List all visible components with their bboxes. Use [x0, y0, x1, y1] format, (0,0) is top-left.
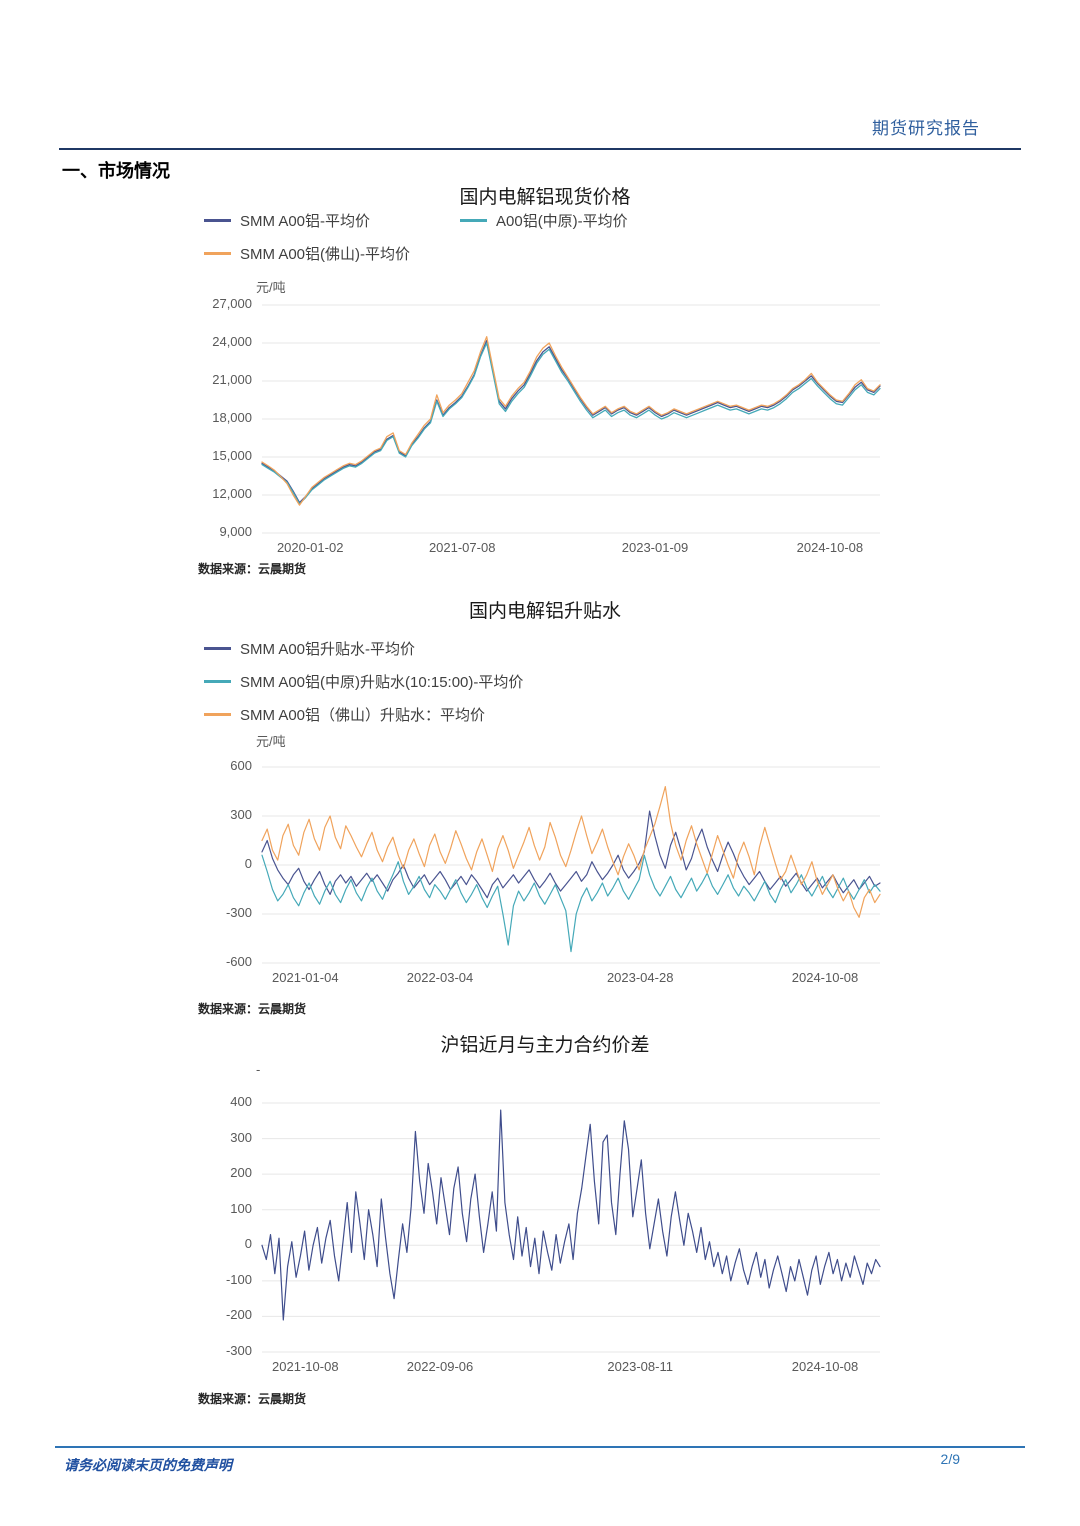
chart-line-series — [261, 854, 881, 953]
y-tick-label: 18,000 — [212, 410, 252, 425]
chart-line-series — [261, 336, 881, 506]
y-tick-label: 100 — [230, 1200, 252, 1216]
y-tick-label: 24,000 — [212, 334, 252, 349]
legend-item: SMM A00铝（佛山）升贴水：平均价 — [204, 704, 485, 725]
chart1-title: 国内电解铝现货价格 — [459, 187, 631, 208]
y-tick-label: -600 — [225, 954, 252, 969]
contract-spread-chart: 400 300 200 100 0 -100 -200 -300 2021-10-08 2022-… — [226, 1094, 881, 1374]
y-tick-label: 15,000 — [212, 448, 252, 463]
spot-price-chart: 27,000 24,000 21,000 18,000 15,000 12,000 9,00… — [212, 296, 881, 555]
y-tick-label: 200 — [230, 1165, 252, 1181]
header-divider — [59, 148, 1021, 150]
x-tick-label: 2021-10-08 — [272, 1359, 339, 1374]
x-tick-label: 2022-03-04 — [406, 970, 474, 985]
chart1-data-source: 数据来源：云晨期货 — [198, 562, 307, 576]
y-tick-label: 12,000 — [212, 486, 252, 501]
x-tick-label: 2021-01-04 — [272, 970, 339, 985]
legend-item: SMM A00铝(中原)升贴水(10:15:00)-平均价 — [204, 671, 523, 692]
legend-item: SMM A00铝升贴水-平均价 — [204, 638, 415, 659]
legend-dash-icon — [460, 219, 487, 222]
legend-label: SMM A00铝(中原)升贴水(10:15:00)-平均价 — [240, 674, 524, 691]
y-tick-label: 600 — [230, 758, 252, 773]
chart-line-series — [261, 810, 881, 899]
x-tick-label: 2024-10-08 — [791, 1359, 859, 1374]
y-tick-label: 300 — [230, 807, 252, 822]
chart3-title: 沪铝近月与主力合约价差 — [440, 1035, 650, 1056]
legend-label: SMM A00铝(佛山)-平均价 — [240, 246, 411, 263]
y-tick-label: 27,000 — [212, 296, 252, 311]
y-tick-label: -300 — [225, 905, 252, 920]
chart1-legend: SMM A00铝-平均价 A00铝(中原)-平均价 SMM A00铝(佛山)-平… — [204, 210, 628, 276]
section-title: 一、市场情况 — [62, 161, 170, 181]
chart-line-series — [261, 342, 881, 505]
chart-line-series — [261, 786, 881, 918]
y-tick-label: 300 — [230, 1129, 252, 1145]
legend-label: SMM A00铝（佛山）升贴水：平均价 — [240, 707, 486, 724]
chart3-data-source: 数据来源：云晨期货 — [198, 1392, 307, 1406]
legend-label: A00铝(中原)-平均价 — [496, 213, 628, 230]
x-tick-label: 2022-09-06 — [406, 1359, 474, 1374]
legend-item: SMM A00铝(佛山)-平均价 — [204, 243, 460, 264]
legend-label: SMM A00铝升贴水-平均价 — [240, 641, 416, 658]
legend-row: SMM A00铝升贴水-平均价 — [204, 638, 523, 659]
y-tick-label: -300 — [225, 1343, 252, 1358]
x-tick-label: 2020-01-02 — [276, 540, 344, 555]
x-tick-label: 2024-10-08 — [791, 970, 859, 985]
chart-line-series — [261, 1109, 881, 1321]
premium-discount-chart: 600 300 0 -300 -600 2021-01-04 2022-03-04 2023-… — [226, 758, 881, 985]
y-tick-label: 21,000 — [212, 372, 252, 387]
legend-row: SMM A00铝-平均价 A00铝(中原)-平均价 — [204, 210, 628, 231]
y-tick-label: 9,000 — [219, 524, 252, 539]
chart2-title: 国内电解铝升贴水 — [468, 601, 621, 622]
legend-dash-icon — [204, 647, 231, 650]
y-tick-label: -100 — [225, 1271, 252, 1287]
legend-label: SMM A00铝-平均价 — [240, 213, 371, 230]
x-tick-label: 2021-07-08 — [428, 540, 496, 555]
chart2-y-axis-unit: 元/吨 — [256, 734, 286, 749]
legend-dash-icon — [204, 219, 231, 222]
legend-item: A00铝(中原)-平均价 — [460, 210, 628, 231]
legend-row: SMM A00铝(中原)升贴水(10:15:00)-平均价 — [204, 671, 523, 692]
y-tick-label: 0 — [244, 1236, 252, 1252]
page-number: 2/9 — [940, 1451, 960, 1467]
legend-dash-icon — [204, 252, 231, 255]
legend-dash-icon — [204, 680, 231, 683]
chart3-y-axis-unit: - — [256, 1062, 261, 1077]
y-tick-label: 400 — [230, 1094, 252, 1109]
x-tick-label: 2023-01-09 — [621, 540, 689, 555]
footer-disclaimer: 请务必阅读末页的免费声明 — [64, 1459, 232, 1474]
x-tick-label: 2024-10-08 — [796, 540, 864, 555]
legend-row: SMM A00铝(佛山)-平均价 — [204, 243, 628, 264]
y-tick-label: -200 — [225, 1307, 252, 1323]
chart-line-series — [261, 339, 881, 504]
footer-divider — [55, 1446, 1025, 1448]
chart2-legend: SMM A00铝升贴水-平均价 SMM A00铝(中原)升贴水(10:15:00… — [204, 638, 523, 737]
report-header-title: 期货研究报告 — [872, 119, 980, 138]
legend-row: SMM A00铝（佛山）升贴水：平均价 — [204, 704, 523, 725]
x-tick-label: 2023-08-11 — [607, 1359, 673, 1374]
x-tick-label: 2023-04-28 — [606, 970, 674, 985]
chart1-y-axis-unit: 元/吨 — [256, 280, 286, 295]
chart2-data-source: 数据来源：云晨期货 — [198, 1002, 307, 1016]
legend-dash-icon — [204, 713, 231, 716]
y-tick-label: 0 — [244, 856, 252, 871]
legend-item: SMM A00铝-平均价 — [204, 210, 460, 231]
